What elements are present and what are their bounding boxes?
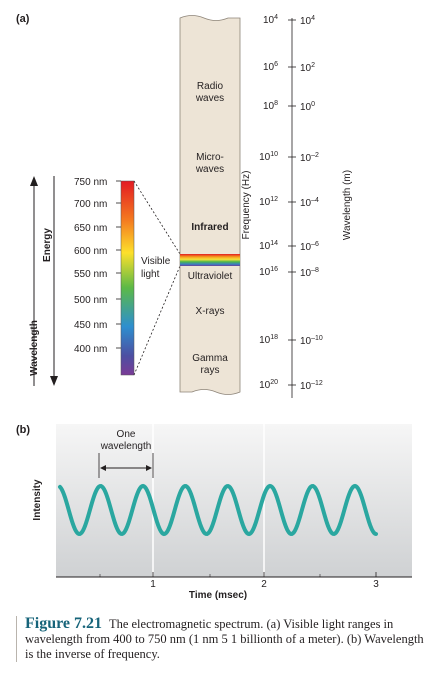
frequency-tick-label: 1018	[259, 334, 278, 346]
wavelength-tick-label: 10–2	[300, 152, 319, 164]
visible-nm-label: 450 nm	[74, 320, 107, 331]
frequency-tick-label: 104	[263, 14, 278, 26]
frequency-ticks: 104 106 108 1010 1012 1014 1016 1018 1020	[259, 14, 278, 391]
intensity-wave	[58, 483, 378, 537]
visible-nm-label: 700 nm	[74, 199, 107, 210]
visible-connector-bottom	[133, 265, 181, 376]
panel-a-label: (a)	[16, 13, 30, 25]
wavelength-tick-label: 10–4	[300, 197, 319, 209]
frequency-tick-label: 106	[263, 61, 278, 73]
spectrum-column	[179, 15, 241, 395]
energy-arrow	[50, 176, 58, 386]
visible-band-strip	[180, 254, 240, 266]
band-micro-line1: Micro-	[196, 152, 224, 163]
wavelength-tick-label: 10–10	[300, 335, 323, 347]
visible-nm-label: 500 nm	[74, 295, 107, 306]
frequency-tick-label: 1010	[259, 151, 278, 163]
visible-nm-label: 750 nm	[74, 177, 107, 188]
band-gamma-line1: Gamma	[192, 353, 228, 364]
frequency-tick-label: 108	[263, 100, 278, 112]
band-radio-line2: waves	[195, 93, 224, 104]
x-tick-label: 3	[373, 579, 379, 590]
wavelength-tick-label: 104	[300, 15, 315, 27]
x-tick-label: 2	[261, 579, 267, 590]
wavelength-tick-label: 10–6	[300, 241, 319, 253]
x-tick-label: 1	[150, 579, 156, 590]
visible-light-label-1: Visible	[141, 256, 171, 267]
band-gamma-line2: rays	[201, 365, 220, 376]
visible-connector-top	[133, 180, 181, 255]
wavelength-tick-label: 10–12	[300, 380, 323, 392]
frequency-tick-label: 1012	[259, 196, 278, 208]
wavelength-tick-label: 10–8	[300, 267, 319, 279]
frequency-axis-label: Frequency (Hz)	[241, 171, 252, 240]
visible-nm-label: 650 nm	[74, 223, 107, 234]
wavelength-tick-label: 100	[300, 101, 315, 113]
visible-nm-labels: 750 nm 700 nm 650 nm 600 nm 550 nm 500 nm 450 …	[74, 177, 121, 355]
band-micro-line2: waves	[195, 164, 224, 175]
frequency-tick-label: 1014	[259, 240, 278, 252]
band-ultraviolet: Ultraviolet	[188, 271, 233, 282]
visible-nm-label: 550 nm	[74, 269, 107, 280]
figure-caption: Figure 7.21 The electromagnetic spectrum…	[16, 616, 428, 662]
band-infrared: Infrared	[191, 222, 228, 233]
wave-plot: 1 2 3	[56, 424, 412, 590]
wavelength-annotation-line2: wavelength	[100, 441, 152, 452]
wavelength-tick-label: 102	[300, 62, 315, 74]
panel-b-label: (b)	[16, 424, 30, 436]
frequency-tick-label: 1016	[259, 266, 278, 278]
wavelength-ticks: 104 102 100 10–2 10–4 10–6 10–8 10–10 10–12	[288, 15, 323, 392]
band-xrays: X-rays	[196, 306, 225, 317]
wavelength-arrow-label: Wavelength	[29, 320, 40, 376]
time-axis-label: Time (msec)	[189, 590, 247, 601]
visible-nm-label: 600 nm	[74, 246, 107, 257]
plot-x-ticks: 1 2 3	[99, 572, 379, 590]
wavelength-axis-label: Wavelength (m)	[342, 170, 353, 240]
band-radio-line1: Radio	[197, 81, 224, 92]
wavelength-span-arrow	[98, 453, 154, 478]
caption-text: The electromagnetic spectrum. (a) Visibl…	[25, 617, 424, 661]
wavelength-annotation-line1: One	[117, 429, 136, 440]
intensity-axis-label: Intensity	[32, 479, 43, 521]
frequency-tick-label: 1020	[259, 379, 278, 391]
visible-spectrum-bar	[120, 180, 135, 376]
wavelength-arrow	[30, 176, 38, 386]
visible-light-label-2: light	[141, 269, 160, 280]
figure-number: Figure 7.21	[25, 615, 103, 632]
visible-nm-label: 400 nm	[74, 344, 107, 355]
energy-arrow-label: Energy	[42, 228, 53, 262]
